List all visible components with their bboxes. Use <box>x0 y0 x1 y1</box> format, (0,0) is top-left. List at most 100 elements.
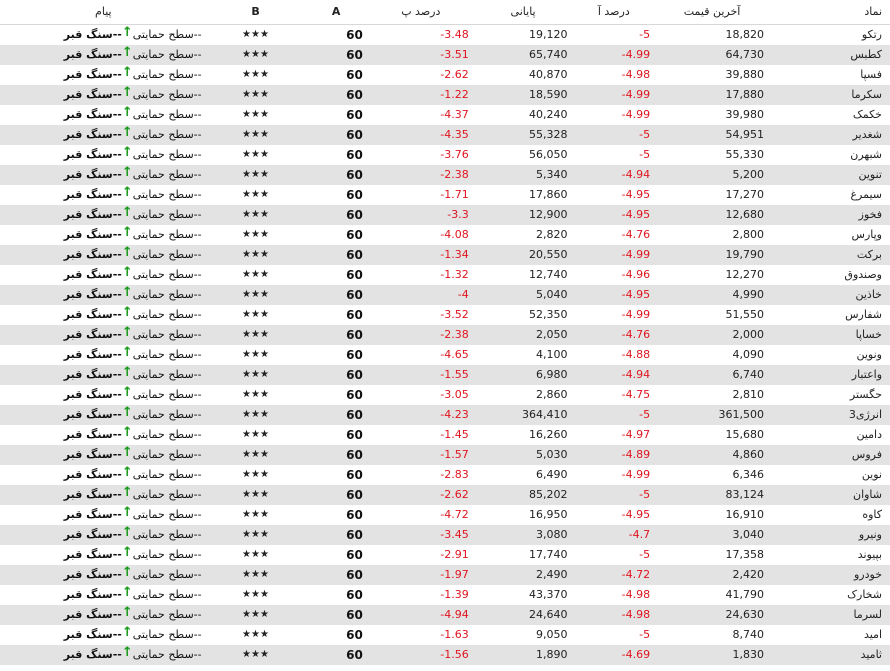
last-price-cell: 4,990 <box>732 288 765 301</box>
table-row[interactable]: سنگ قبر--↑سطح حمایتی-- ★★★ 60 -4.37 40,240 -4… <box>0 105 890 125</box>
up-arrow-icon: ↑ <box>121 325 133 340</box>
message-normal: سطح حمایتی <box>132 288 194 301</box>
close-price-cell: 3,080 <box>535 528 568 541</box>
message-text: سنگ قبر--↑سطح حمایتی-- <box>64 45 202 65</box>
table-row[interactable]: سنگ قبر--↑سطح حمایتی-- ★★★ 60 -4 5,040 -4.95 4… <box>0 285 890 305</box>
table-row[interactable]: سنگ قبر--↑سطح حمایتی-- ★★★ 60 -3.52 52,350 -4… <box>0 305 890 325</box>
header-message[interactable]: پیام <box>0 0 207 25</box>
message-text: سنگ قبر--↑سطح حمایتی-- <box>64 165 202 185</box>
header-b[interactable]: B <box>206 0 305 25</box>
message-normal: سطح حمایتی <box>132 448 194 461</box>
table-row[interactable]: سنگ قبر--↑سطح حمایتی-- ★★★ 60 -2.91 17,740 -5… <box>0 545 890 565</box>
symbol-cell: ثامید <box>860 648 882 661</box>
table-row[interactable]: سنگ قبر--↑سطح حمایتی-- ★★★ 60 -2.38 5,340 -4.… <box>0 165 890 185</box>
message-separator: -- <box>112 108 122 121</box>
table-row[interactable]: سنگ قبر--↑سطح حمایتی-- ★★★ 60 -4.23 364,410-… <box>0 405 890 425</box>
message-cell: سنگ قبر--↑سطح حمایتی-- <box>0 205 207 225</box>
stars-cell: ★★★ <box>242 529 269 540</box>
table-row[interactable]: سنگ قبر--↑سطح حمایتی-- ★★★ 60 -2.62 85,202 -5… <box>0 485 890 505</box>
up-arrow-icon: ↑ <box>121 265 133 280</box>
symbol-cell: بپیوند <box>857 548 882 561</box>
table-row[interactable]: سنگ قبر--↑سطح حمایتی-- ★★★ 60 -4.35 55,328 -5… <box>0 125 890 145</box>
table-row[interactable]: سنگ قبر--↑سطح حمایتی-- ★★★ 60 -1.71 17,860 -4… <box>0 185 890 205</box>
message-cell: سنگ قبر--↑سطح حمایتی-- <box>0 605 207 625</box>
message-strong: سنگ قبر <box>63 308 113 321</box>
table-row[interactable]: سنگ قبر--↑سطح حمایتی-- ★★★ 60 -3.3 12,900 -4.… <box>0 205 890 225</box>
table-row[interactable]: سنگ قبر--↑سطح حمایتی-- ★★★ 60 -4.94 24,640 -4… <box>0 605 890 625</box>
close-price-cell: 40,240 <box>528 108 568 121</box>
pct-last-cell: -4.99 <box>621 248 651 261</box>
table-row[interactable]: سنگ قبر--↑سطح حمایتی-- ★★★ 60 -1.34 20,550 -4… <box>0 245 890 265</box>
message-cell: سنگ قبر--↑سطح حمایتی-- <box>0 225 207 245</box>
last-price-cell: 4,860 <box>732 448 765 461</box>
header-a[interactable]: A <box>304 0 368 25</box>
pct-last-cell: -4.95 <box>621 288 651 301</box>
message-separator-end: -- <box>193 268 202 281</box>
header-last-price[interactable]: آخرین قیمت <box>655 0 769 25</box>
up-arrow-icon: ↑ <box>121 505 133 520</box>
symbol-cell: ونوین <box>856 348 883 361</box>
message-separator: -- <box>112 328 122 341</box>
symbol-cell: وپارس <box>851 228 882 241</box>
table-row[interactable]: سنگ قبر--↑سطح حمایتی-- ★★★ 60 -3.48 19,120 -5… <box>0 24 890 46</box>
table-row[interactable]: سنگ قبر--↑سطح حمایتی-- ★★★ 60 -1.57 5,030 -4.… <box>0 445 890 465</box>
message-cell: سنگ قبر--↑سطح حمایتی-- <box>0 25 207 46</box>
table-row[interactable]: سنگ قبر--↑سطح حمایتی-- ★★★ 60 -3.05 2,860 -4.… <box>0 385 890 405</box>
symbol-cell: واعتبار <box>851 368 882 381</box>
message-separator: -- <box>112 588 122 601</box>
up-arrow-icon: ↑ <box>121 245 133 260</box>
header-symbol[interactable]: نماد <box>769 0 890 25</box>
symbol-cell: دامین <box>856 428 882 441</box>
table-row[interactable]: سنگ قبر--↑سطح حمایتی-- ★★★ 60 -3.76 56,050 -5… <box>0 145 890 165</box>
message-strong: سنگ قبر <box>63 88 113 101</box>
table-row[interactable]: سنگ قبر--↑سطح حمایتی-- ★★★ 60 -1.56 1,890 -4.… <box>0 645 890 665</box>
table-row[interactable]: سنگ قبر--↑سطح حمایتی-- ★★★ 60 -4.72 16,950 -4… <box>0 505 890 525</box>
last-price-cell: 2,420 <box>732 568 765 581</box>
score-cell: 60 <box>346 248 363 262</box>
message-separator-end: -- <box>193 588 202 601</box>
last-price-cell: 54,951 <box>725 128 765 141</box>
pct-close-cell: -1.32 <box>440 268 469 281</box>
message-separator-end: -- <box>193 308 202 321</box>
header-close[interactable]: پایانی <box>473 0 573 25</box>
table-row[interactable]: سنگ قبر--↑سطح حمایتی-- ★★★ 60 -1.55 6,980 -4.… <box>0 365 890 385</box>
symbol-cell: کاوه <box>862 508 882 521</box>
message-strong: سنگ قبر <box>63 248 113 261</box>
table-row[interactable]: سنگ قبر--↑سطح حمایتی-- ★★★ 60 -4.08 2,820 -4.… <box>0 225 890 245</box>
table-row[interactable]: سنگ قبر--↑سطح حمایتی-- ★★★ 60 -3.45 3,080 -4.… <box>0 525 890 545</box>
table-row[interactable]: سنگ قبر--↑سطح حمایتی-- ★★★ 60 -2.83 6,490 -4.… <box>0 465 890 485</box>
message-strong: سنگ قبر <box>63 648 113 661</box>
table-row[interactable]: سنگ قبر--↑سطح حمایتی-- ★★★ 60 -1.63 9,050 -5 8… <box>0 625 890 645</box>
score-cell: 60 <box>346 288 363 302</box>
pct-close-cell: -3.3 <box>447 208 469 221</box>
table-row[interactable]: سنگ قبر--↑سطح حمایتی-- ★★★ 60 -3.51 65,740 -4… <box>0 45 890 65</box>
table-row[interactable]: سنگ قبر--↑سطح حمایتی-- ★★★ 60 -1.39 43,370 -4… <box>0 585 890 605</box>
symbol-cell: انرژی3 <box>848 408 882 421</box>
stars-cell: ★★★ <box>242 429 269 440</box>
table-row[interactable]: سنگ قبر--↑سطح حمایتی-- ★★★ 60 -4.65 4,100 -4.… <box>0 345 890 365</box>
last-price-cell: 19,790 <box>725 248 765 261</box>
table-row[interactable]: سنگ قبر--↑سطح حمایتی-- ★★★ 60 -1.22 18,590 -4… <box>0 85 890 105</box>
table-row[interactable]: سنگ قبر--↑سطح حمایتی-- ★★★ 60 -1.97 2,490 -4.… <box>0 565 890 585</box>
table-row[interactable]: سنگ قبر--↑سطح حمایتی-- ★★★ 60 -1.45 16,260 -4… <box>0 425 890 445</box>
symbol-cell: لسرما <box>853 608 882 621</box>
pct-close-cell: -1.39 <box>440 588 469 601</box>
pct-close-cell: -4.08 <box>440 228 469 241</box>
symbol-cell: خودرو <box>853 568 882 581</box>
message-text: سنگ قبر--↑سطح حمایتی-- <box>64 525 202 545</box>
message-cell: سنگ قبر--↑سطح حمایتی-- <box>0 325 207 345</box>
message-separator-end: -- <box>193 148 202 161</box>
message-strong: سنگ قبر <box>63 448 113 461</box>
table-row[interactable]: سنگ قبر--↑سطح حمایتی-- ★★★ 60 -2.38 2,050 -4.… <box>0 325 890 345</box>
message-normal: سطح حمایتی <box>132 148 194 161</box>
header-pct-last[interactable]: درصد آ <box>572 0 656 25</box>
header-pct-close[interactable]: درصد پ <box>367 0 474 25</box>
symbol-cell: حگستر <box>849 388 882 401</box>
message-separator-end: -- <box>193 248 202 261</box>
table-row[interactable]: سنگ قبر--↑سطح حمایتی-- ★★★ 60 -1.32 12,740 -4… <box>0 265 890 285</box>
stars-cell: ★★★ <box>242 109 269 120</box>
message-strong: سنگ قبر <box>63 548 113 561</box>
table-row[interactable]: سنگ قبر--↑سطح حمایتی-- ★★★ 60 -2.62 40,870 -4… <box>0 65 890 85</box>
close-price-cell: 4,100 <box>535 348 568 361</box>
